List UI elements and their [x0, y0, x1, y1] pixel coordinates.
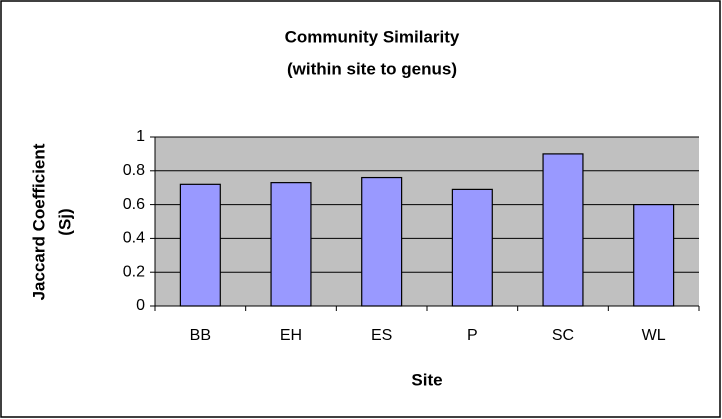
bar: [633, 204, 675, 307]
chart-title: (within site to genus): [287, 59, 457, 78]
bar: [270, 182, 312, 307]
plot-area: [155, 137, 699, 306]
x-axis-label: Site: [411, 370, 442, 389]
y-tick-label: 0.6: [123, 196, 145, 213]
y-tick-label: 0.8: [123, 162, 145, 179]
bar: [361, 176, 403, 307]
y-tick-label: 0.2: [123, 263, 145, 280]
x-tick-label: SC: [552, 327, 574, 344]
chart-title: Community Similarity: [285, 27, 460, 46]
x-tick-label: P: [467, 327, 478, 344]
x-tick-label: ES: [371, 327, 392, 344]
bar: [451, 188, 493, 307]
bar: [179, 183, 221, 307]
y-tick-label: 0: [136, 297, 145, 314]
y-tick-label: 0.4: [123, 230, 145, 247]
y-tick-label: 1: [136, 128, 145, 145]
y-axis-label: (Sj): [55, 208, 74, 235]
x-tick-label: BB: [190, 327, 211, 344]
x-tick-label: WL: [642, 327, 666, 344]
bar: [542, 153, 584, 307]
y-axis-label: Jaccard Coefficient: [29, 143, 48, 300]
x-tick-label: EH: [280, 327, 302, 344]
